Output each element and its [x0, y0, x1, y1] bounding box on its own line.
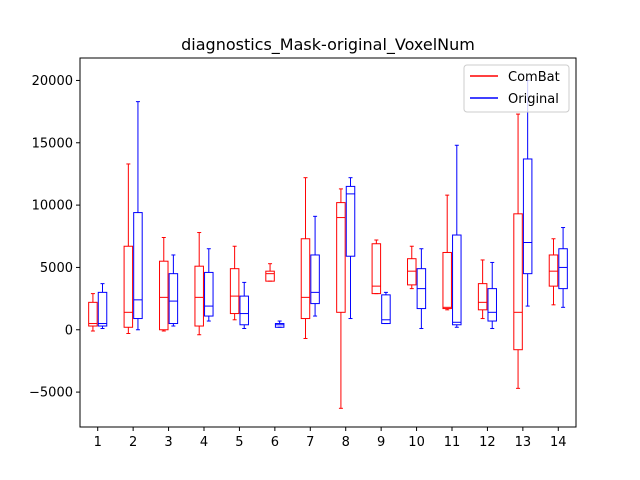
box-iqr [300, 238, 311, 320]
y-tick-label: 5000 [40, 261, 73, 276]
box-combat-8 [336, 188, 346, 409]
box-original-10 [416, 248, 427, 330]
box-iqr [381, 294, 391, 325]
box-combat-11 [442, 194, 452, 311]
box-iqr [168, 273, 179, 325]
y-tick-label: 20000 [32, 74, 73, 89]
legend-label-combat: ComBat [508, 70, 560, 85]
x-tick-label: 5 [235, 435, 243, 450]
box-iqr [239, 295, 249, 326]
box-iqr [88, 301, 98, 327]
y-tick-label: 0 [65, 323, 73, 338]
box-original-5 [239, 281, 249, 330]
x-tick-label: 14 [550, 435, 567, 450]
x-axis: 1 2 3 4 5 6 7 8 9 10 11 12 13 14 [94, 427, 567, 450]
box-combat-5 [229, 245, 240, 321]
x-tick-label: 8 [342, 435, 350, 450]
box-iqr [229, 268, 240, 315]
box-iqr [194, 265, 204, 327]
box-iqr [133, 212, 143, 320]
box-iqr [477, 283, 488, 311]
box-combat-1 [88, 293, 98, 332]
legend-label-original: Original [508, 92, 559, 107]
box-combat-14 [548, 238, 559, 306]
box-iqr [548, 254, 559, 287]
y-tick-label: 10000 [32, 199, 73, 214]
box-iqr [265, 270, 275, 282]
box-original-8 [345, 177, 356, 320]
box-iqr [159, 260, 169, 331]
plot-frame [79, 57, 577, 428]
box-original-9 [381, 291, 391, 325]
box-iqr [558, 248, 568, 290]
box-iqr [274, 323, 285, 328]
box-original-2 [133, 101, 143, 331]
box-iqr [336, 202, 346, 313]
box-original-3 [168, 254, 179, 327]
box-combat-9 [371, 239, 382, 295]
x-tick-label: 10 [408, 435, 425, 450]
x-tick-label: 12 [479, 435, 496, 450]
box-original-1 [97, 283, 108, 330]
x-tick-label: 7 [306, 435, 314, 450]
y-tick-label: 15000 [32, 136, 73, 151]
box-iqr [310, 254, 320, 305]
y-axis: −5000 0 5000 10000 15000 20000 [29, 74, 80, 401]
box-iqr [513, 213, 523, 351]
boxes-layer [88, 79, 568, 409]
box-original-11 [452, 144, 462, 328]
chart-title: diagnostics_Mask-original_VoxelNum [181, 35, 475, 55]
x-tick-label: 13 [515, 435, 532, 450]
x-tick-label: 2 [129, 435, 137, 450]
box-iqr [407, 258, 417, 286]
x-tick-label: 1 [94, 435, 102, 450]
box-iqr [371, 243, 382, 295]
box-combat-13 [513, 113, 523, 389]
x-tick-label: 11 [444, 435, 461, 450]
box-iqr [452, 234, 462, 326]
box-original-6 [274, 320, 285, 328]
box-combat-3 [159, 237, 169, 332]
x-tick-label: 9 [377, 435, 385, 450]
box-iqr [97, 291, 108, 327]
box-iqr [123, 245, 134, 328]
y-tick-label: −5000 [29, 386, 73, 401]
box-original-7 [310, 215, 320, 317]
box-iqr [442, 251, 452, 310]
box-original-4 [204, 248, 214, 322]
box-combat-7 [300, 177, 311, 339]
x-tick-label: 3 [164, 435, 172, 450]
box-iqr [345, 185, 356, 257]
box-original-14 [558, 227, 568, 308]
x-tick-label: 4 [200, 435, 208, 450]
box-iqr [522, 158, 533, 275]
legend: ComBat Original [463, 64, 570, 113]
box-iqr [204, 271, 214, 317]
box-combat-6 [265, 263, 275, 282]
x-tick-label: 6 [271, 435, 279, 450]
box-original-12 [487, 261, 497, 330]
box-iqr [487, 288, 497, 322]
box-combat-10 [407, 245, 417, 290]
box-combat-12 [477, 259, 488, 320]
box-combat-4 [194, 232, 204, 336]
box-combat-2 [123, 163, 134, 335]
